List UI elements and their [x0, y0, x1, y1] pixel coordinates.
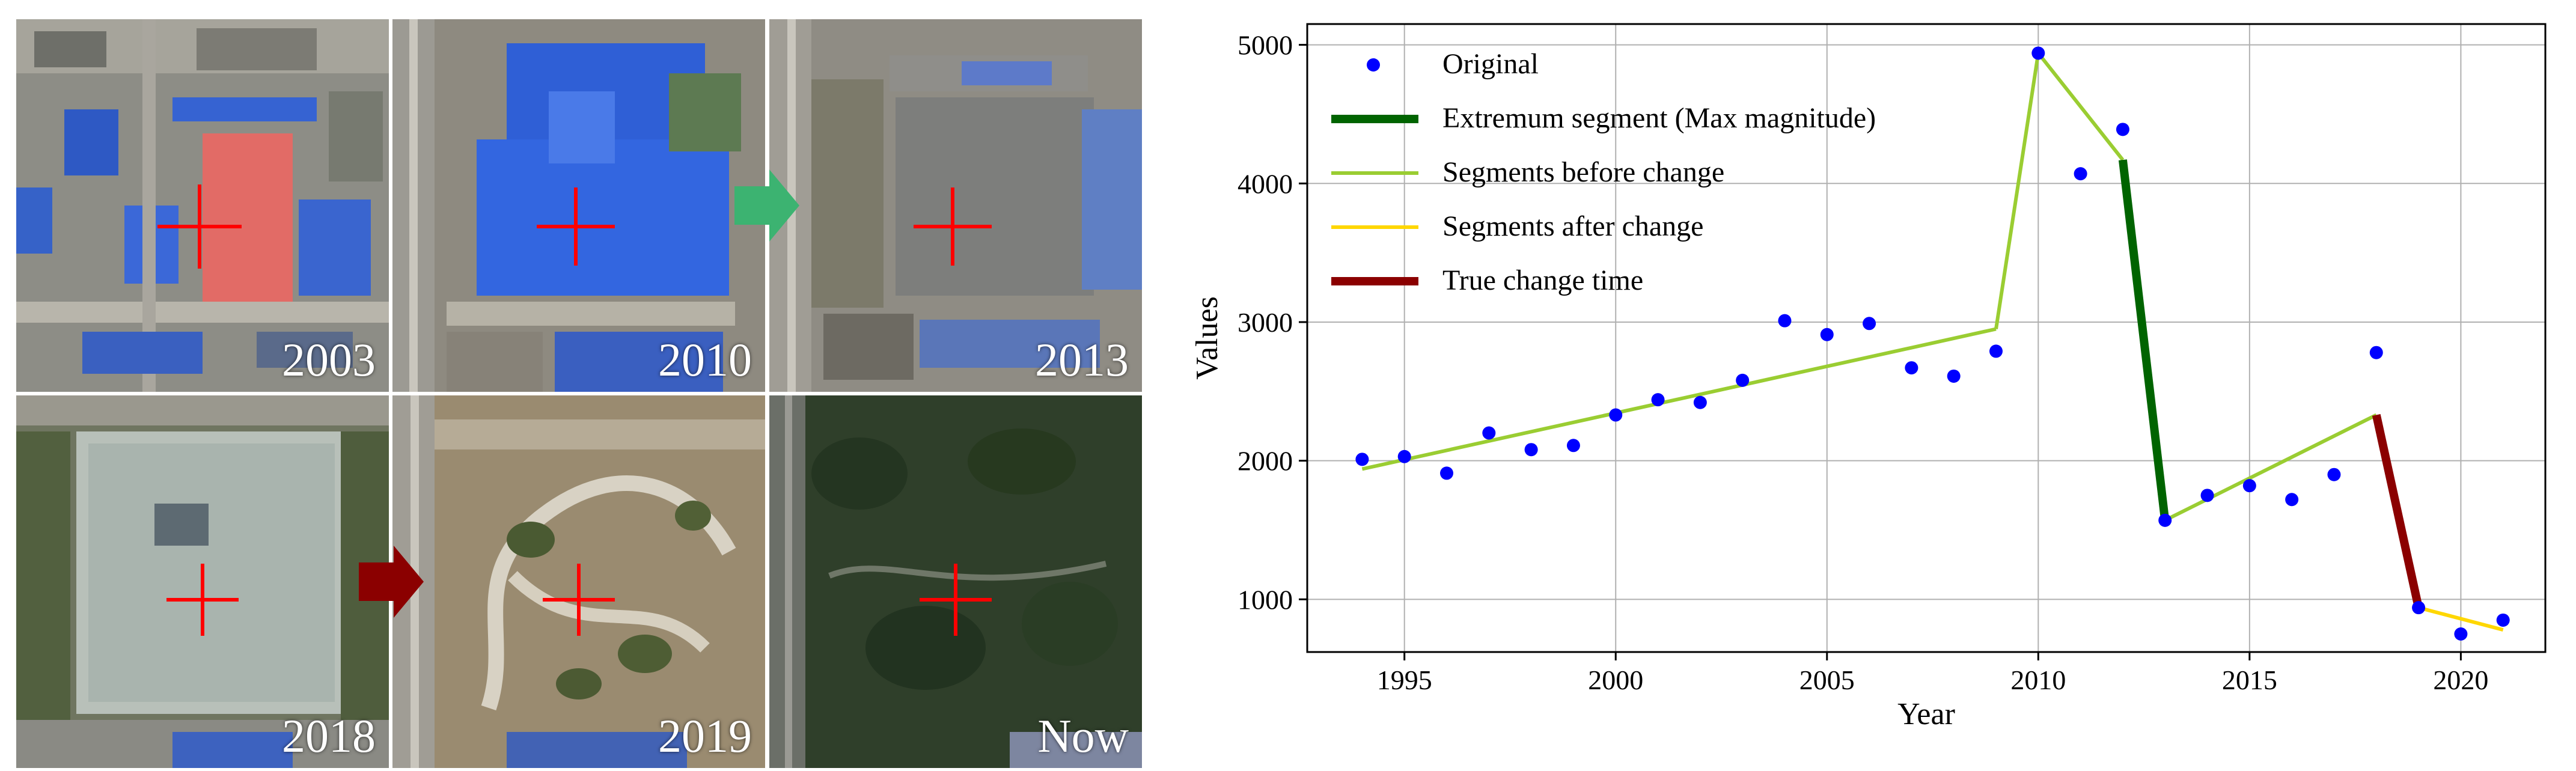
panel-label-now: Now	[1037, 710, 1129, 762]
extremum-segment	[2118, 159, 2170, 521]
original-point	[1482, 426, 1496, 440]
original-point	[1566, 439, 1580, 453]
y-tick-label: 3000	[1238, 307, 1293, 338]
satellite-tile-now: Now	[769, 395, 1142, 768]
segment-before-change	[2036, 52, 2125, 161]
original-point	[1651, 393, 1665, 407]
original-point	[2116, 123, 2129, 136]
satellite-tile-2010: 2010	[392, 19, 765, 392]
y-axis-label: Values	[1190, 296, 1224, 380]
original-point	[1693, 395, 1707, 409]
original-point	[1609, 408, 1623, 422]
satellite-tile-2003: 2003	[16, 19, 389, 392]
x-axis-label: Year	[1897, 697, 1955, 731]
true-change-segment	[2372, 414, 2423, 609]
original-point	[2496, 613, 2510, 627]
original-point	[2369, 346, 2383, 359]
original-point	[2158, 513, 2172, 527]
green-arrow-icon	[734, 169, 799, 242]
original-point	[2327, 468, 2341, 481]
x-tick-label: 2015	[2222, 665, 2277, 695]
panel-label-2013: 2013	[1035, 334, 1129, 386]
original-point	[1989, 344, 2003, 358]
original-point	[1355, 453, 1369, 466]
segment-before-change	[1361, 327, 1997, 471]
legend: Original Extremum segment (Max magnitude)…	[1331, 48, 1876, 296]
original-point	[2200, 489, 2214, 502]
x-tick-label: 1995	[1377, 665, 1432, 695]
original-point	[1736, 373, 1750, 387]
original-point	[2242, 479, 2256, 493]
segment-before-change	[1994, 52, 2040, 329]
panel-label-2003: 2003	[282, 334, 376, 386]
legend-original: Original	[1442, 48, 1539, 80]
legend-segments-after: Segments after change	[1442, 210, 1703, 242]
original-point	[1947, 369, 1961, 383]
original-point	[2454, 627, 2468, 641]
axis-ticks: 1995 2000 2005 2010 2015 2020 1000 2000 3000 4000…	[1238, 30, 2488, 695]
satellite-image	[16, 19, 389, 392]
original-point	[2074, 167, 2087, 181]
panel-label-2010: 2010	[658, 334, 752, 386]
panel-label-2018: 2018	[282, 710, 376, 762]
legend-original-marker	[1367, 58, 1380, 72]
y-tick-label: 2000	[1238, 446, 1293, 477]
y-tick-label: 5000	[1238, 30, 1293, 61]
satellite-tile-2019: 2019	[392, 395, 765, 768]
y-tick-label: 4000	[1238, 168, 1293, 199]
original-point	[1440, 466, 1454, 480]
y-tick-label: 1000	[1238, 584, 1293, 615]
satellite-tile-2013: 2013	[769, 19, 1142, 392]
x-tick-label: 2020	[2433, 665, 2488, 695]
x-tick-label: 2010	[2010, 665, 2066, 695]
satellite-tile-2018: 2018	[16, 395, 389, 768]
grid-lines	[1307, 24, 2545, 652]
satellite-image	[769, 19, 1142, 392]
segment-before-change	[2164, 413, 2378, 522]
chart-series	[1355, 46, 2510, 641]
original-point	[2412, 601, 2426, 615]
plot-frame	[1306, 23, 2547, 653]
x-tick-label: 2005	[1799, 665, 1855, 695]
original-point	[2285, 493, 2299, 507]
original-point	[1905, 361, 1918, 375]
x-tick-label: 2000	[1588, 665, 1643, 695]
legend-true-change: True change time	[1442, 264, 1643, 296]
legend-segments-before: Segments before change	[1442, 156, 1724, 188]
segment-after-change	[2418, 606, 2504, 632]
red-arrow-icon	[359, 546, 424, 618]
satellite-image	[392, 19, 765, 392]
original-point	[2031, 46, 2045, 60]
original-point	[1397, 449, 1411, 463]
legend-extremum-segment: Extremum segment (Max magnitude)	[1442, 102, 1876, 134]
original-point	[1820, 328, 1834, 341]
original-point	[1778, 314, 1792, 328]
original-point	[1863, 317, 1876, 331]
change-detection-chart: 1995 2000 2005 2010 2015 2020 1000 2000 3000 4000…	[1190, 23, 2547, 731]
original-point	[1524, 443, 1538, 457]
panel-label-2019: 2019	[658, 710, 752, 762]
